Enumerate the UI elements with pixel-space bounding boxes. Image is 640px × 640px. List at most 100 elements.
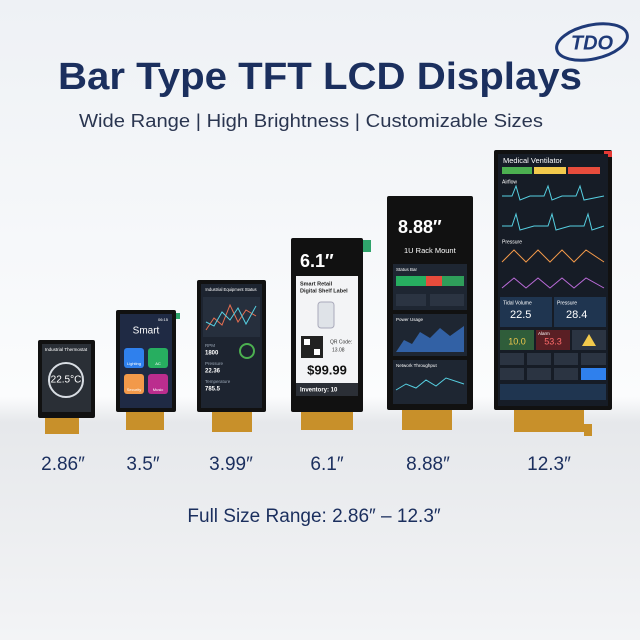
- screen-text: Status Bar: [396, 267, 418, 272]
- size-label: 6.1″: [310, 454, 343, 475]
- status-segment: [426, 276, 442, 286]
- logo-text: TDO: [571, 32, 614, 54]
- screen-text: Security: [127, 387, 141, 392]
- nav-bar: [500, 384, 606, 400]
- screen-text: 1800: [205, 351, 219, 357]
- size-label: 2.86″: [41, 454, 85, 475]
- screen-text: RPM: [205, 343, 215, 348]
- screen-text: Tidal Volume: [503, 300, 532, 306]
- icon: [124, 348, 144, 368]
- qr-code: [314, 349, 320, 355]
- button: [500, 368, 524, 380]
- screen-text: QR Code:: [330, 339, 352, 345]
- tile: [554, 297, 606, 327]
- screen-text: 22.5°C: [51, 375, 82, 386]
- connector: [45, 416, 79, 434]
- tile: [500, 330, 534, 350]
- footer: Full Size Range: 2.86″ – 12.3″: [187, 506, 440, 527]
- screen-text: Digital Shelf Label: [300, 288, 348, 294]
- screen-text: AC: [155, 361, 161, 366]
- connector: [584, 424, 592, 436]
- inventory-bar: [296, 383, 358, 396]
- chip: [502, 167, 532, 174]
- screen-text: Smart Retail: [300, 281, 333, 287]
- area: [396, 326, 464, 352]
- wave: [501, 277, 605, 289]
- screen-text: 1U Rack Mount: [404, 246, 457, 255]
- screen-text: 785.5: [205, 387, 221, 393]
- screen-text: 53.3: [544, 336, 562, 346]
- display-3-99: Industrial Equipment Status RPM 1800 Pre…: [197, 280, 266, 432]
- chip: [568, 167, 600, 174]
- logo: TDO: [555, 22, 629, 62]
- screen-text: Industrial Equipment Status: [205, 287, 256, 292]
- connector: [301, 410, 353, 430]
- tile: [396, 294, 426, 306]
- tile: [500, 297, 552, 327]
- gauge: [239, 343, 255, 359]
- button: [581, 368, 606, 380]
- screen-text: 8.88″: [398, 217, 442, 237]
- logo-ring: [555, 22, 629, 62]
- wave: [501, 249, 605, 263]
- screen-text: 06:15: [158, 317, 169, 322]
- screen-text: Inventory: 10: [300, 388, 338, 394]
- wave: [502, 184, 605, 201]
- connector: [212, 410, 252, 432]
- display-12-3: Medical Ventilator Airflow Pressure Tida…: [494, 150, 612, 436]
- status-segment: [396, 276, 426, 286]
- dial: [48, 362, 84, 398]
- screen-text: Airflow: [502, 179, 517, 185]
- display-6-1: 6.1″ Smart Retail Digital Shelf Label QR…: [291, 238, 371, 430]
- screen-text: Music: [153, 387, 163, 392]
- connector: [514, 408, 584, 432]
- wave: [395, 377, 465, 391]
- button: [581, 353, 606, 365]
- screen-text: 13.08: [332, 347, 345, 353]
- screen-text: Industrial Thermostat: [45, 347, 88, 352]
- screen-text: Medical Ventilator: [503, 156, 563, 165]
- screen-text: $99.99: [307, 362, 347, 377]
- screen-text: 6.1″: [300, 251, 334, 271]
- screen-text: 22.36: [205, 369, 221, 375]
- size-label: 3.5″: [126, 454, 159, 475]
- screen-text: Alarm: [538, 331, 550, 336]
- screen-text: 28.4: [566, 309, 587, 321]
- connector: [402, 408, 452, 430]
- wave: [502, 212, 605, 231]
- connector: [126, 410, 164, 430]
- screen-text: 10.0: [508, 336, 526, 346]
- display-3-5: 06:15 Smart Lighting AC Security Music: [116, 310, 180, 430]
- icon: [124, 374, 144, 394]
- display-8-88: 8.88″ 1U Rack Mount Status Bar Power Usa…: [387, 196, 473, 430]
- button: [554, 353, 578, 365]
- button: [554, 368, 578, 380]
- status-segment: [442, 276, 464, 286]
- button: [500, 353, 524, 365]
- screen-text: Lighting: [127, 361, 141, 366]
- product: [317, 301, 335, 329]
- tab: [361, 240, 371, 252]
- screen-text: Pressure: [557, 300, 577, 306]
- screen-text: Smart: [133, 326, 160, 337]
- size-label: 8.88″: [406, 454, 450, 475]
- display-2-86: Industrial Thermostat 22.5°C: [38, 340, 95, 434]
- warning: [582, 334, 596, 346]
- qr-code: [304, 339, 310, 345]
- subtitle: Wide Range | High Brightness | Customiza…: [79, 111, 543, 131]
- button: [527, 353, 551, 365]
- icon: [148, 374, 168, 394]
- screen-text: Pressure: [205, 361, 224, 366]
- tile: [430, 294, 464, 306]
- button: [527, 368, 551, 380]
- icon: [148, 348, 168, 368]
- size-label: 12.3″: [527, 454, 571, 475]
- screen-text: Pressure: [502, 239, 522, 245]
- wave: [205, 303, 257, 331]
- screen-text: Network Throughput: [396, 363, 437, 368]
- tile: [536, 330, 570, 350]
- screen-text: Temperature: [205, 379, 231, 384]
- size-label: 3.99″: [209, 454, 253, 475]
- wave: [205, 305, 257, 327]
